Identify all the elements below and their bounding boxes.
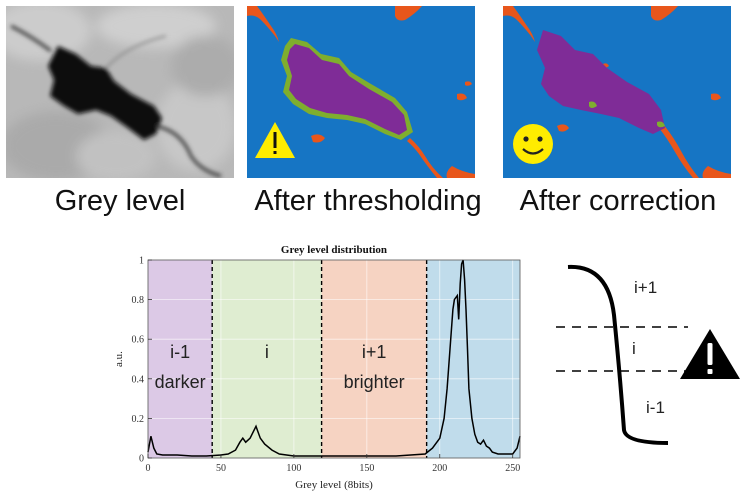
warning-icon (255, 122, 295, 158)
curve-label-upper: i+1 (634, 278, 657, 297)
region-label-bottom-0: darker (155, 372, 206, 392)
curve-label-middle: i (632, 339, 636, 358)
caption-after-correction: After correction (519, 185, 717, 217)
after-thresholding-image (247, 6, 475, 178)
caption-after-thresholding: After thresholding (254, 185, 482, 217)
profile-curve-schematic: i+1 i i-1 (548, 255, 744, 460)
region-label-top-1: i (265, 342, 269, 362)
x-tick-label-100: 100 (286, 463, 301, 474)
x-tick-label-250: 250 (505, 463, 520, 474)
region-0 (148, 260, 213, 458)
x-tick-label-200: 200 (432, 463, 447, 474)
histogram-line (147, 259, 521, 457)
y-tick-label-0: 0 (139, 454, 144, 465)
grey-level-image (6, 6, 234, 178)
x-tick-label-50: 50 (216, 463, 226, 474)
region-label-top-0: i-1 (170, 342, 190, 362)
curve-label-lower: i-1 (646, 398, 665, 417)
region-1 (212, 260, 322, 458)
region-label-bottom-2: brighter (344, 372, 405, 392)
caption-grey-level: Grey level (54, 185, 186, 217)
smiley-icon (513, 124, 553, 164)
y-tick-label-4: 0.8 (132, 295, 145, 306)
y-tick-label-3: 0.6 (132, 335, 145, 346)
x-axis-label: Grey level (8bits) (295, 479, 373, 491)
x-tick-label-0: 0 (146, 463, 151, 474)
y-tick-label-1: 0.2 (132, 414, 145, 425)
region-label-top-2: i+1 (362, 342, 387, 362)
after-correction-image (503, 6, 731, 178)
y-tick-label-5: 1 (139, 256, 144, 267)
warning-icon (680, 329, 740, 379)
x-tick-label-150: 150 (359, 463, 374, 474)
profile-curve (567, 264, 669, 445)
region-2 (321, 260, 427, 458)
y-tick-label-2: 0.4 (132, 374, 145, 385)
grey-level-histogram: i-1 darker i i+1 brighter 0 50 100 150 200 250 0 0.2… (104, 236, 534, 496)
chart-title: Grey level distribution (281, 244, 387, 256)
plot-frame (147, 259, 521, 459)
y-axis-label: a.u. (113, 351, 125, 367)
